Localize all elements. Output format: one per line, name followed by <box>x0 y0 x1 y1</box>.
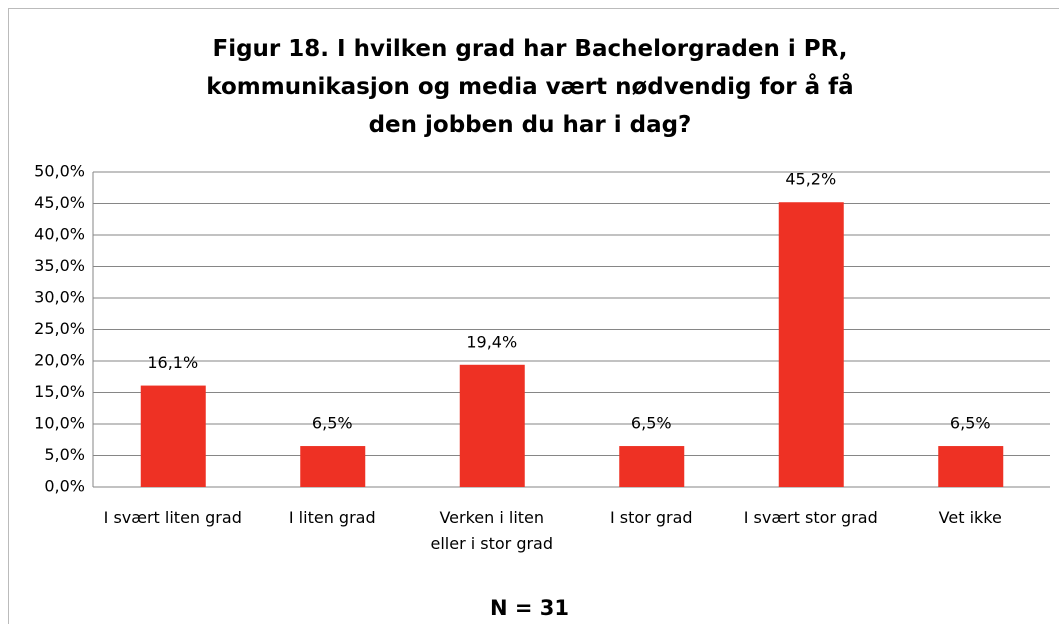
data-label: 6,5% <box>950 414 991 433</box>
bar <box>459 364 525 487</box>
bar <box>300 446 366 487</box>
y-tick-label: 15,0% <box>34 382 85 401</box>
x-tick-label: I liten grad <box>288 508 376 527</box>
y-tick-label: 20,0% <box>34 351 85 370</box>
data-label: 16,1% <box>147 353 198 372</box>
y-tick-label: 0,0% <box>44 477 85 496</box>
chart-border <box>8 8 1059 624</box>
x-tick-label: I stor grad <box>609 508 693 527</box>
y-tick-label: 50,0% <box>34 162 85 181</box>
y-tick-label: 35,0% <box>34 256 85 275</box>
bar <box>778 202 844 488</box>
y-tick-label: 10,0% <box>34 414 85 433</box>
y-tick-label: 25,0% <box>34 319 85 338</box>
x-tick-label: Vet ikke <box>938 508 1002 527</box>
y-tick-label: 40,0% <box>34 225 85 244</box>
y-tick-label: 5,0% <box>44 445 85 464</box>
data-label: 6,5% <box>631 414 672 433</box>
annotation: N = 31 <box>489 596 570 620</box>
y-tick-label: 45,0% <box>34 193 85 212</box>
data-label: 6,5% <box>312 414 353 433</box>
x-tick-label: Verken i liten eller i stor grad <box>430 508 554 553</box>
chart-title: Figur 18. I hvilken grad har Bachelorgra… <box>206 36 854 138</box>
data-label: 45,2% <box>785 170 836 189</box>
data-label: 19,4% <box>466 332 517 351</box>
bar <box>619 446 685 487</box>
x-tick-label: I svært stor grad <box>743 508 878 527</box>
bar <box>938 446 1004 487</box>
bar <box>140 385 206 487</box>
x-tick-label: I svært liten grad <box>103 508 242 527</box>
y-tick-label: 30,0% <box>34 288 85 307</box>
